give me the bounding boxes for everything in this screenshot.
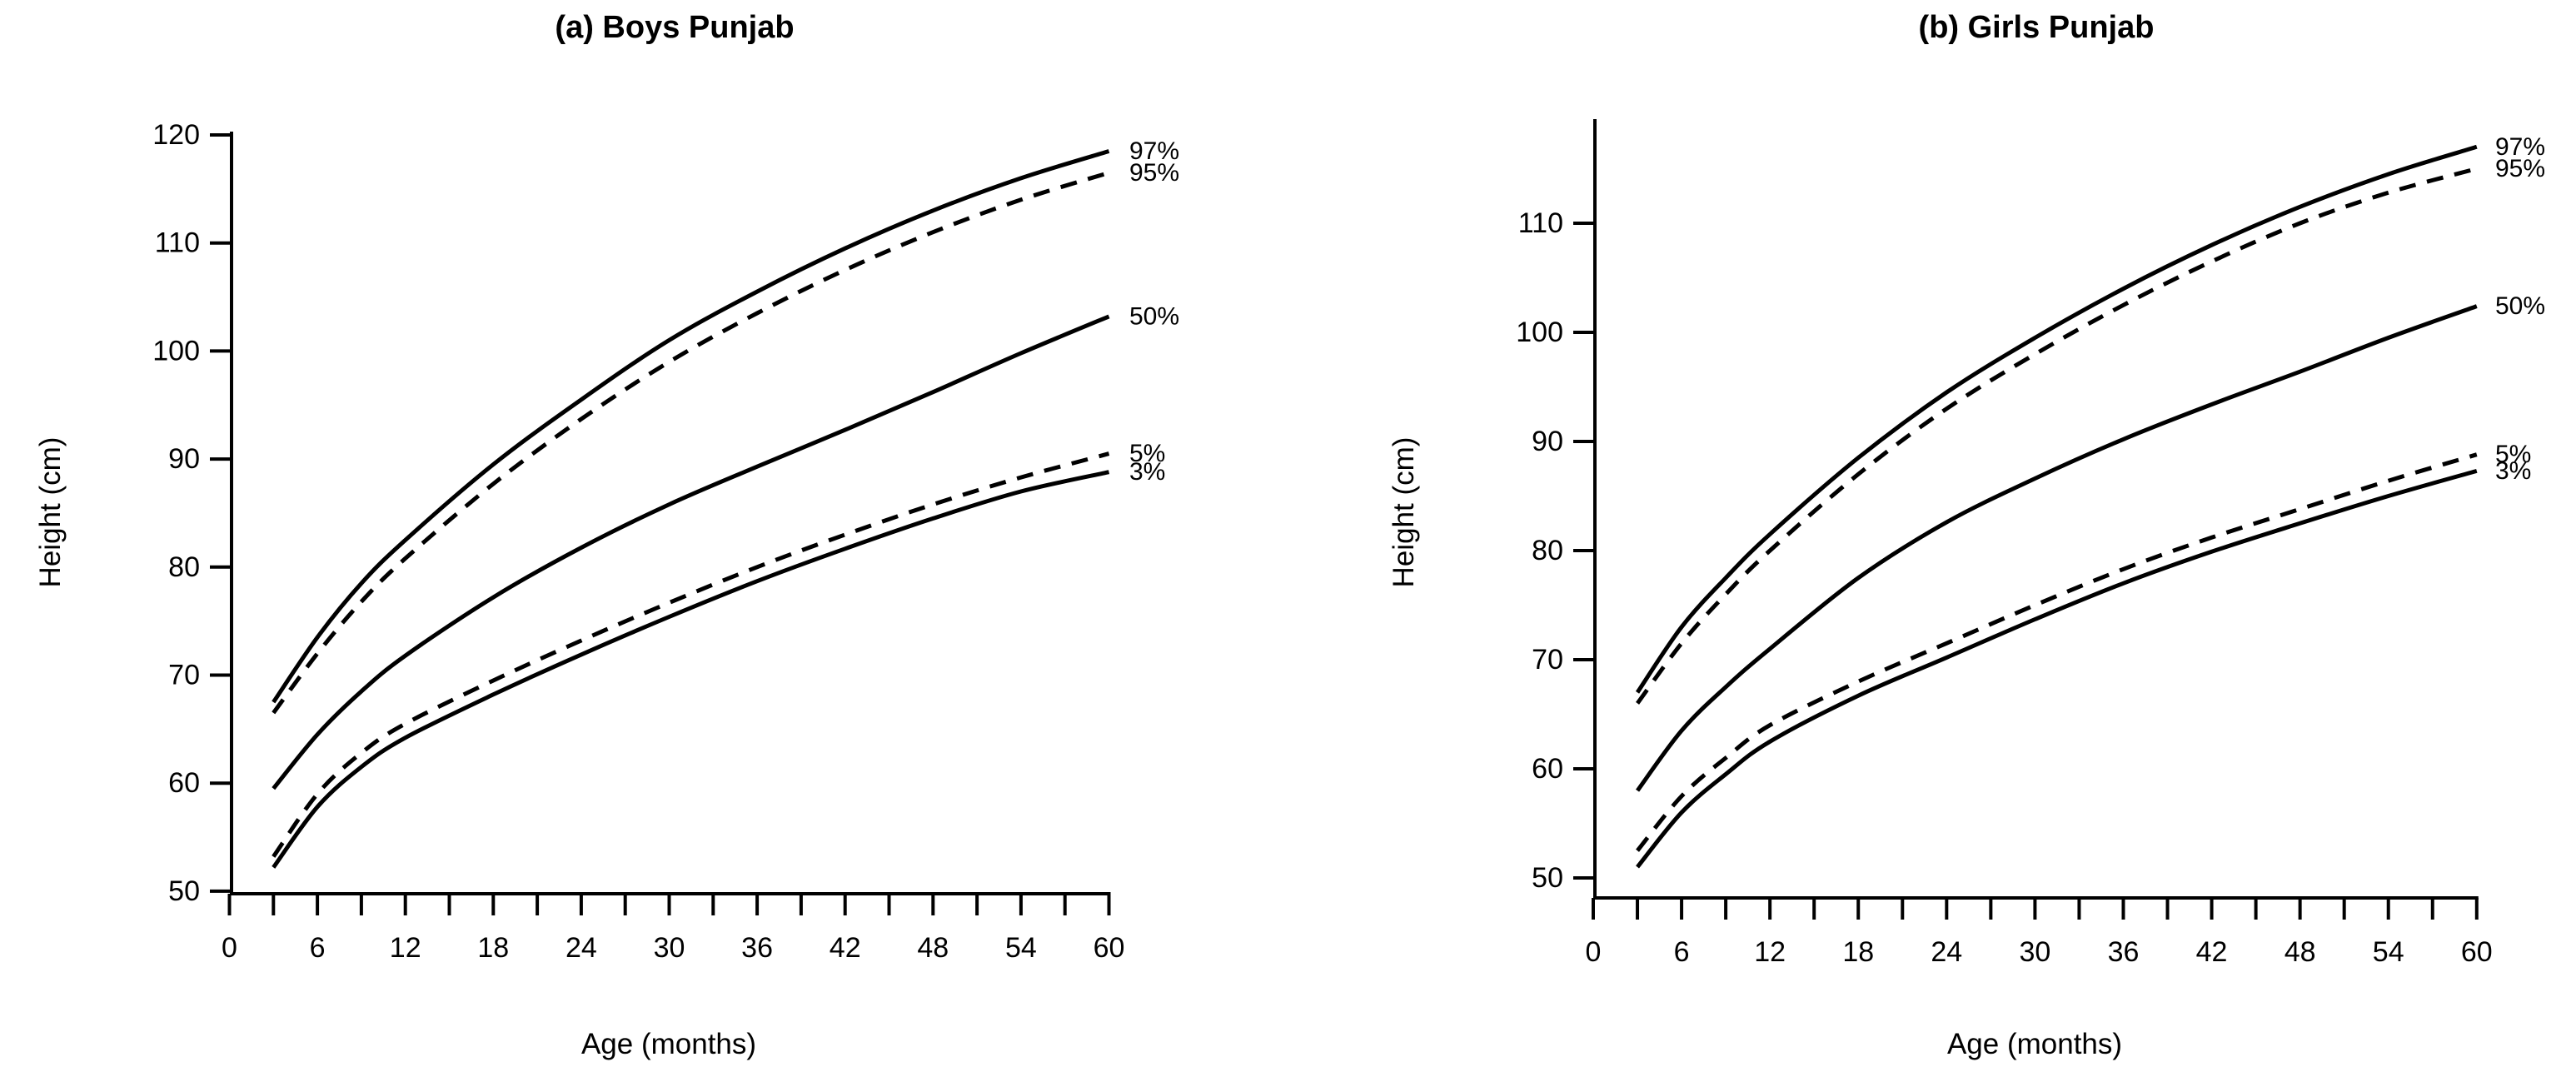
- x-axis-title: Age (months): [1947, 1028, 2122, 1060]
- x-tick-label: 36: [741, 932, 773, 964]
- percentile-label-3pct: 3%: [2495, 457, 2531, 485]
- curve-97pct: [272, 149, 1110, 704]
- x-axis-title: Age (months): [581, 1028, 756, 1060]
- x-tick-label: 54: [1005, 932, 1037, 964]
- percentile-label-95pct: 95%: [1129, 159, 1179, 187]
- percentile-label-50pct: 50%: [2495, 292, 2545, 320]
- y-tick-label: 100: [152, 335, 200, 366]
- x-tick-label: 48: [2285, 936, 2316, 968]
- x-tick-label: 48: [917, 932, 949, 964]
- y-tick-label: 90: [1532, 426, 1563, 457]
- curve-3pct: [1636, 468, 2478, 869]
- x-tick-label: 30: [2019, 936, 2050, 968]
- panel-b: (b) Girls Punjab Age (months) Height (cm) 5…: [1388, 10, 2545, 1060]
- curve-50pct: [272, 314, 1110, 790]
- percentile-label-97pct: 97%: [2495, 133, 2545, 161]
- curve-95pct: [272, 171, 1110, 715]
- percentile-label-5pct: 5%: [1129, 440, 1165, 467]
- x-tick-label: 0: [222, 932, 237, 964]
- curve-3pct: [272, 470, 1110, 869]
- y-tick-label: 110: [155, 227, 200, 259]
- y-tick-label: 50: [1532, 862, 1563, 894]
- y-tick-label: 50: [168, 875, 200, 907]
- x-tick-label: 24: [1931, 936, 1962, 968]
- y-tick-label: 90: [168, 443, 200, 475]
- y-tick-label: 80: [168, 551, 200, 583]
- x-tick-label: 6: [1674, 936, 1690, 968]
- panel-a: (a) Boys Punjab Age (months) Height (cm) 50…: [34, 10, 1179, 1060]
- y-tick-label: 100: [1516, 317, 1563, 348]
- curve-50pct: [1636, 304, 2478, 792]
- curve-97pct: [1635, 144, 2478, 694]
- x-tick-label: 42: [2196, 936, 2228, 968]
- x-tick-label: 6: [310, 932, 326, 964]
- x-tick-label: 30: [654, 932, 685, 964]
- y-tick-label: 60: [1532, 753, 1563, 785]
- x-tick-label: 60: [1094, 932, 1125, 964]
- y-tick-label: 80: [1532, 535, 1563, 566]
- x-tick-label: 18: [1842, 936, 1874, 968]
- panel-title: (a) Boys Punjab: [555, 10, 794, 45]
- x-tick-label: 12: [1754, 936, 1786, 968]
- curve-95pct: [1636, 167, 2478, 705]
- panel-title: (b) Girls Punjab: [1919, 10, 2155, 45]
- percentile-label-5pct: 5%: [2495, 441, 2531, 468]
- x-tick-label: 12: [390, 932, 421, 964]
- percentile-label-3pct: 3%: [1129, 458, 1165, 486]
- x-tick-label: 42: [830, 932, 861, 964]
- curve-5pct: [1636, 452, 2478, 852]
- y-axis-title: Height (cm): [34, 437, 67, 588]
- y-tick-label: 120: [152, 119, 200, 151]
- x-tick-label: 60: [2461, 936, 2493, 968]
- x-tick-label: 54: [2373, 936, 2404, 968]
- x-tick-label: 36: [2108, 936, 2140, 968]
- y-tick-label: 70: [168, 660, 200, 691]
- y-tick-label: 70: [1532, 644, 1563, 676]
- percentile-label-97pct: 97%: [1129, 137, 1179, 165]
- y-tick-label: 60: [168, 767, 200, 799]
- curve-5pct: [272, 451, 1110, 858]
- percentile-label-50pct: 50%: [1129, 302, 1179, 330]
- x-tick-label: 18: [477, 932, 509, 964]
- x-tick-label: 24: [566, 932, 597, 964]
- y-axis-title: Height (cm): [1388, 437, 1420, 588]
- x-tick-label: 0: [1586, 936, 1602, 968]
- percentile-label-95pct: 95%: [2495, 155, 2545, 182]
- y-tick-label: 110: [1518, 207, 1563, 239]
